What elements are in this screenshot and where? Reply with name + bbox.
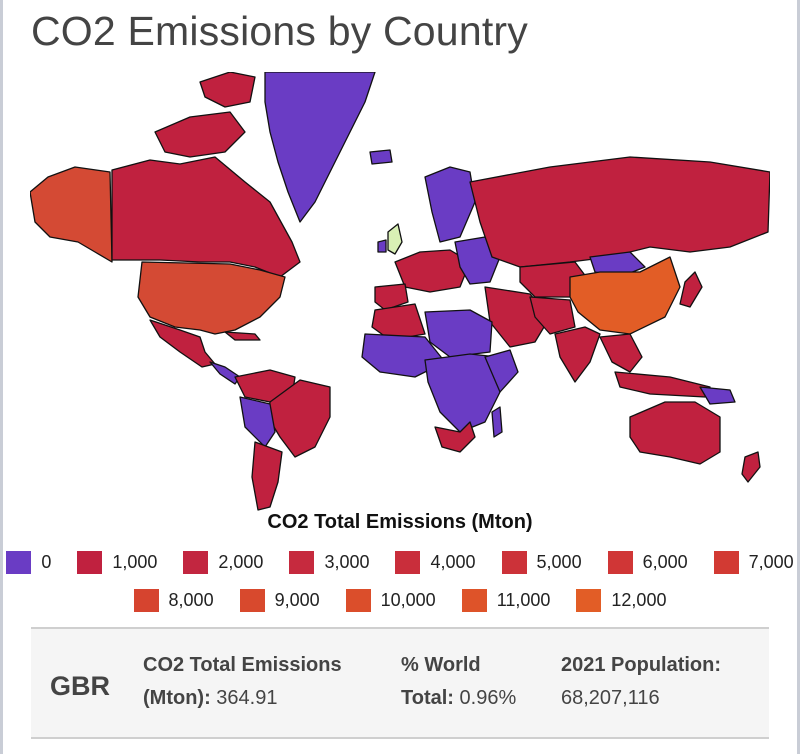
legend-row-2: 8,000 9,000 10,000 11,000 12,000 bbox=[0, 589, 800, 612]
central-america[interactable] bbox=[209, 361, 241, 385]
legend-swatch bbox=[289, 551, 315, 574]
legend-item: 11,000 bbox=[461, 589, 551, 612]
argentina-chile[interactable] bbox=[251, 441, 283, 511]
indonesia[interactable] bbox=[614, 371, 711, 398]
india[interactable] bbox=[554, 326, 601, 383]
world-unit: Total: bbox=[401, 687, 454, 709]
legend-swatch bbox=[183, 551, 209, 574]
legend-label: 10,000 bbox=[380, 590, 436, 610]
legend-swatch bbox=[77, 551, 103, 574]
world-value: 0.96% bbox=[459, 687, 517, 709]
legend-title: CO2 Total Emissions (Mton) bbox=[267, 511, 533, 533]
south-africa[interactable] bbox=[434, 421, 476, 453]
iberia[interactable] bbox=[374, 283, 409, 311]
legend-item: 8,000 bbox=[133, 589, 214, 612]
left-frame-border bbox=[0, 0, 3, 754]
country-info-panel: GBR CO2 Total Emissions (Mton): 364.91 %… bbox=[31, 629, 769, 737]
legend-item: 0 bbox=[6, 551, 51, 574]
north-africa-east[interactable] bbox=[424, 309, 493, 358]
legend-swatch bbox=[607, 551, 633, 574]
australia[interactable] bbox=[629, 401, 721, 465]
legend-swatch bbox=[345, 589, 371, 612]
legend-label: 4,000 bbox=[430, 552, 476, 572]
new-zealand[interactable] bbox=[741, 451, 761, 483]
legend-label: 11,000 bbox=[496, 590, 551, 610]
legend-label: 1,000 bbox=[112, 552, 158, 572]
legend-label: 2,000 bbox=[218, 552, 264, 572]
emissions-label: CO2 Total Emissions bbox=[143, 654, 342, 676]
legend-swatch bbox=[576, 589, 602, 612]
legend-label: 12,000 bbox=[611, 590, 667, 610]
canada[interactable] bbox=[111, 156, 301, 278]
emissions-stat: CO2 Total Emissions (Mton): 364.91 bbox=[143, 649, 383, 715]
legend-item: 6,000 bbox=[607, 551, 688, 574]
legend-item: 10,000 bbox=[345, 589, 436, 612]
legend-item: 3,000 bbox=[289, 551, 369, 574]
info-divider-top bbox=[31, 627, 769, 629]
legend-label: 5,000 bbox=[536, 552, 582, 572]
madagascar[interactable] bbox=[491, 406, 503, 438]
legend-label: 8,000 bbox=[168, 590, 214, 610]
iran-afghanistan[interactable] bbox=[529, 296, 576, 335]
japan[interactable] bbox=[679, 271, 703, 308]
legend-swatch bbox=[461, 589, 487, 612]
united-kingdom[interactable] bbox=[387, 223, 403, 255]
legend-swatch bbox=[239, 589, 265, 612]
emissions-value: 364.91 bbox=[216, 687, 278, 709]
legend-swatch bbox=[395, 551, 421, 574]
legend-item: 2,000 bbox=[183, 551, 263, 574]
legend-label: 0 bbox=[41, 552, 52, 572]
peru-bolivia[interactable] bbox=[239, 396, 276, 448]
alaska[interactable] bbox=[30, 166, 113, 263]
greenland[interactable] bbox=[264, 72, 376, 223]
legend-item: 7,000 bbox=[713, 551, 794, 574]
legend-label: 9,000 bbox=[274, 590, 320, 610]
world-share-stat: % World Total: 0.96% bbox=[401, 649, 546, 715]
iceland[interactable] bbox=[369, 149, 393, 165]
southeast-asia[interactable] bbox=[599, 333, 643, 373]
russia[interactable] bbox=[469, 156, 770, 268]
population-value: 68,207,116 bbox=[561, 687, 660, 709]
east-africa[interactable] bbox=[484, 349, 519, 393]
scandinavia[interactable] bbox=[424, 166, 476, 243]
arctic-island-2[interactable] bbox=[199, 72, 256, 108]
central-africa[interactable] bbox=[424, 353, 501, 433]
canadian-arctic-islands[interactable] bbox=[154, 111, 246, 158]
world-label: % World bbox=[401, 654, 481, 676]
legend-item: 5,000 bbox=[501, 551, 582, 574]
usa[interactable] bbox=[137, 261, 286, 335]
legend-row-1: 0 1,000 2,000 3,000 4,000 5,000 6,000 7,… bbox=[0, 551, 800, 574]
legend-label: 3,000 bbox=[324, 552, 370, 572]
country-code: GBR bbox=[50, 671, 110, 701]
cuba[interactable] bbox=[224, 331, 261, 341]
legend-item: 9,000 bbox=[239, 589, 320, 612]
legend-swatch bbox=[6, 551, 32, 574]
legend-swatch bbox=[501, 551, 527, 574]
ireland[interactable] bbox=[377, 239, 387, 253]
info-divider-bottom bbox=[31, 737, 769, 739]
population-label: 2021 Population: bbox=[561, 654, 722, 676]
legend-item: 1,000 bbox=[77, 551, 157, 574]
china[interactable] bbox=[569, 256, 681, 335]
right-frame-border bbox=[797, 0, 800, 754]
world-map[interactable] bbox=[30, 72, 770, 512]
population-stat: 2021 Population: 68,207,116 bbox=[561, 649, 761, 715]
legend-swatch bbox=[133, 589, 159, 612]
legend-swatch bbox=[713, 551, 739, 574]
legend-label: 6,000 bbox=[642, 552, 688, 572]
legend-item: 12,000 bbox=[576, 589, 666, 612]
emissions-unit: (Mton): bbox=[143, 687, 211, 709]
west-africa[interactable] bbox=[361, 333, 446, 378]
new-guinea[interactable] bbox=[699, 386, 736, 405]
legend-item: 4,000 bbox=[395, 551, 476, 574]
legend-label: 7,000 bbox=[748, 552, 794, 572]
page-title: CO2 Emissions by Country bbox=[31, 8, 528, 54]
